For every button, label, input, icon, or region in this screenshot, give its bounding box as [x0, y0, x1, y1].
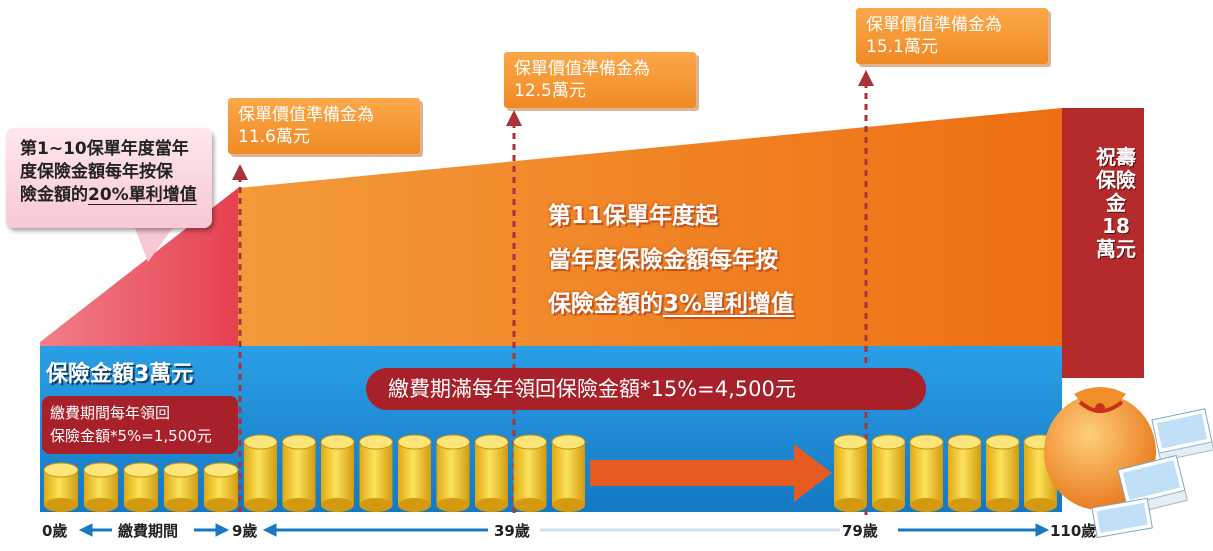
coin-stack [872, 442, 905, 505]
coin-top [203, 462, 239, 478]
coin-bottom [436, 498, 470, 512]
payment-return-line1: 繳費期間每年領回 [50, 404, 171, 422]
value-box-line2: 15.1萬元 [866, 37, 938, 57]
coin-stack [398, 442, 431, 505]
coin-top [123, 462, 159, 478]
coin-stack [436, 442, 470, 505]
payment-period-return-label: 繳費期間每年領回 保險金額*5%=1,500元 [42, 396, 238, 454]
coin-stack [359, 442, 393, 505]
coin-top [243, 434, 278, 450]
tick-age-9: 9歲 [232, 522, 258, 540]
value-box-79: 保單價值準備金為 15.1萬元 [856, 8, 1048, 64]
coin-bottom [282, 498, 316, 512]
maturity-return-label: 繳費期滿每年領回保險金額*15%=4,500元 [366, 368, 926, 410]
sum-assured-label: 保險金額3萬元 [46, 362, 194, 387]
coin-bottom [124, 498, 158, 512]
coin-bottom [204, 498, 238, 512]
mid-text-line2: 當年度保險金額每年按 [548, 247, 778, 273]
tick-age-0: 0歲 [42, 522, 68, 540]
coin-bottom [948, 498, 981, 512]
first-10-years-callout: 第1~10保單年度當年 度保險金額每年按保 險金額的20%單利增值 [6, 128, 212, 228]
coin-bottom [1024, 498, 1057, 512]
coin-top [513, 434, 547, 450]
coin-top [397, 434, 432, 450]
coin-bottom [321, 498, 354, 512]
coin-bottom [910, 498, 943, 512]
callout-line1: 第1~10保單年度當年 [20, 139, 189, 159]
coin-top [359, 434, 393, 450]
value-box-9: 保單價值準備金為 11.6萬元 [228, 98, 420, 154]
coin-stack [475, 442, 508, 505]
mid-text-line3-pre: 保險金額的 [548, 291, 663, 317]
value-marker-arrows [238, 82, 868, 515]
coin-top [163, 462, 199, 478]
coin-bottom [834, 498, 867, 512]
coin-bottom [398, 498, 431, 512]
coin-top [436, 434, 470, 450]
banknote-stack-icon [1091, 408, 1213, 539]
coin-top [474, 434, 509, 450]
coin-stack [244, 442, 277, 505]
coin-stack [948, 442, 981, 505]
pink-value-area [40, 188, 238, 350]
coin-bottom [359, 498, 393, 512]
coin-top [43, 462, 79, 478]
death-benefit-label: 祝壽保險金18萬元 [1096, 145, 1136, 261]
callout-line2: 度保險金額每年按保 [20, 162, 173, 182]
coin-bottom [986, 498, 1019, 512]
coin-bottom [475, 498, 508, 512]
from-year-11-text: 第11保單年度起 當年度保險金額每年按 保險金額的3%單利增值 [548, 194, 794, 326]
coin-bottom [164, 498, 198, 512]
coin-stack [910, 442, 943, 505]
coin-top [551, 434, 586, 450]
coin-bottom [552, 498, 585, 512]
coin-stack [321, 442, 354, 505]
coin-top [282, 434, 316, 450]
coin-stack [834, 442, 867, 505]
callout-line3-pre: 險金額的 [20, 185, 88, 205]
value-box-line1: 保單價值準備金為 [514, 59, 650, 79]
value-box-line2: 11.6萬元 [238, 127, 310, 147]
coin-stack [513, 442, 547, 505]
coin-bottom [872, 498, 905, 512]
coin-top [833, 434, 868, 450]
mid-text-line1: 第11保單年度起 [548, 203, 719, 229]
coin-bottom [84, 498, 118, 512]
arrow-heads [232, 70, 874, 180]
payment-return-line2: 保險金額*5%=1,500元 [50, 427, 212, 445]
death-benefit-strip [1062, 108, 1144, 378]
coin-bottom [44, 498, 78, 512]
mid-text-line3-underlined: 3%單利增值 [663, 291, 795, 317]
tick-age-39: 39歲 [494, 522, 530, 540]
coin-top [947, 434, 982, 450]
value-box-line1: 保單價值準備金為 [238, 105, 374, 125]
value-box-line2: 12.5萬元 [514, 81, 586, 101]
coin-top [871, 434, 906, 450]
coin-top [985, 434, 1020, 450]
maturity-return-text: 繳費期滿每年領回保險金額*15%=4,500元 [388, 377, 796, 401]
coin-top [83, 462, 119, 478]
tick-age-110: 110歲 [1050, 522, 1097, 540]
tick-age-79: 79歲 [842, 522, 878, 540]
orange-value-area [238, 108, 1062, 350]
coin-stack [986, 442, 1019, 505]
timeline-arrows [78, 523, 1050, 537]
callout-line3-underlined: 20%單利增值 [88, 185, 197, 205]
coin-bottom [513, 498, 547, 512]
coin-top [909, 434, 944, 450]
coin-stack [282, 442, 316, 505]
coin-top [320, 434, 355, 450]
value-box-line1: 保單價值準備金為 [866, 15, 1002, 35]
callout-tail [134, 226, 174, 262]
coin-stack-icon [43, 434, 1058, 512]
payment-period-label: 繳費期間 [118, 522, 179, 540]
arrow-right-icon [590, 444, 832, 502]
coin-stack [552, 442, 585, 505]
value-box-39: 保單價值準備金為 12.5萬元 [504, 52, 696, 108]
coin-bottom [244, 498, 277, 512]
